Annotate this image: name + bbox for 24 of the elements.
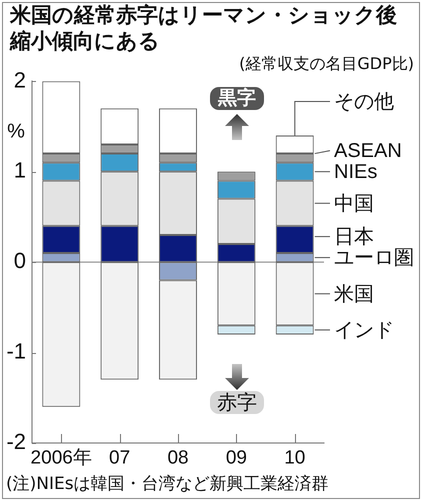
text: (注)NIEsは韓国・台湾など新興工業経済群 <box>6 473 329 495</box>
series-label: 中国 <box>334 192 374 215</box>
annotation: 赤字 <box>217 390 257 414</box>
series-label: その他 <box>334 90 394 113</box>
y-tick-label: 2 <box>14 67 26 92</box>
x-tick-label: 07 <box>109 448 130 469</box>
y-tick-label: 1 <box>14 158 26 183</box>
series-label: 米国 <box>334 283 374 306</box>
x-tick-label: 2006年 <box>30 448 92 469</box>
y-tick-label: -2 <box>6 429 26 454</box>
annotation: 黒字 <box>218 87 256 109</box>
chart-title: 米国の経常赤字はリーマン・ショック後縮小傾向にある <box>10 2 398 54</box>
series-label: インド <box>334 319 394 342</box>
series-label: NIEs <box>334 161 378 184</box>
y-tick-label: -1 <box>6 338 26 364</box>
y-axis-title: % <box>7 120 26 142</box>
series-label: ASEAN <box>334 140 402 162</box>
y-tick-label: 0 <box>14 248 26 274</box>
x-tick-label: 09 <box>226 448 247 469</box>
series-label: ユーロ圏 <box>334 247 414 270</box>
series-label: 日本 <box>334 226 374 248</box>
x-tick-label: 08 <box>167 448 189 469</box>
x-tick-label: 10 <box>284 448 306 469</box>
chart-subtitle: (経常収支の名目GDP比) <box>239 54 414 74</box>
